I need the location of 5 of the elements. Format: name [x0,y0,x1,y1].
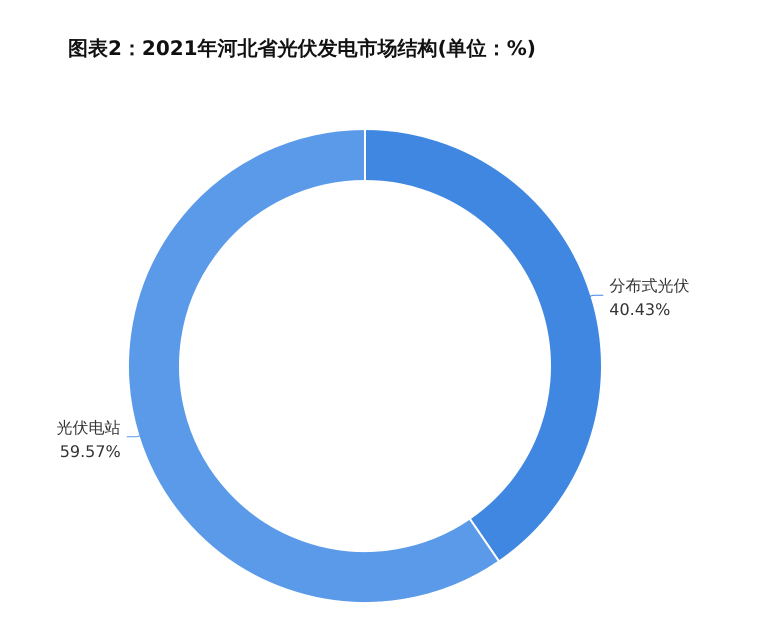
data-label: 40.43% [609,300,670,320]
data-label: 59.57% [60,442,121,461]
chart-title: 图表2：2021年河北省光伏发电市场结构(单位：%) [68,36,536,60]
slice-label: 光伏电站 [56,418,121,437]
slice-label: 分布式光伏 [609,276,690,296]
